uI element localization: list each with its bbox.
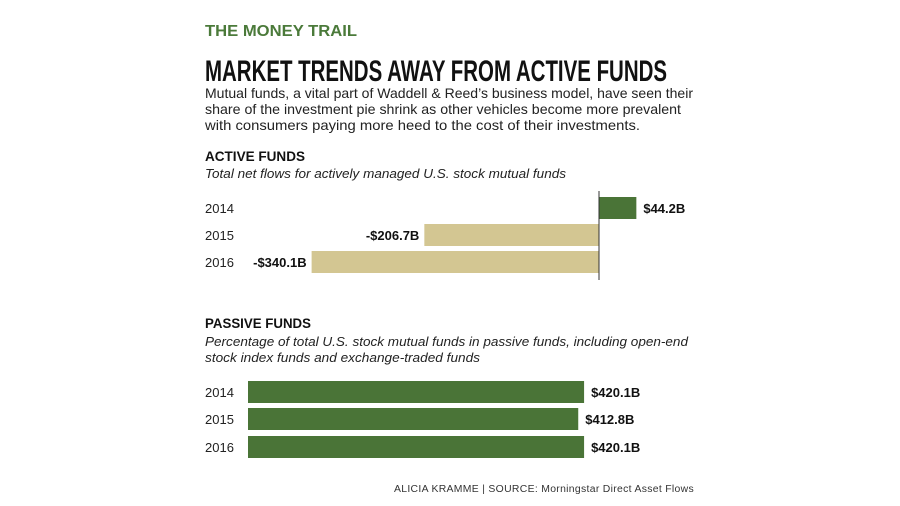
data-label: $412.8B (585, 412, 634, 427)
intro-line: share of the investment pie shrink as ot… (205, 101, 681, 117)
year-label: 2016 (205, 255, 234, 270)
bar (599, 197, 637, 219)
bar (248, 381, 585, 403)
active-funds-title: ACTIVE FUNDS (205, 149, 305, 164)
bar (311, 251, 599, 273)
year-label: 2014 (205, 385, 234, 400)
intro-line: Mutual funds, a vital part of Waddell & … (205, 85, 693, 101)
year-label: 2015 (205, 412, 234, 427)
data-label: $44.2B (643, 201, 685, 216)
active-funds-chart: 2014 $44.2B 2015 -$206.7B 2016 -$340.1B (205, 191, 685, 280)
passive-funds-title: PASSIVE FUNDS (205, 316, 311, 331)
data-label: $420.1B (591, 385, 640, 400)
passive-funds-chart: 2014 $420.1B 2015 $412.8B 2016 $420.1B (205, 381, 640, 458)
bar (424, 224, 599, 246)
headline: MARKET TRENDS AWAY FROM ACTIVE FUNDS (205, 55, 667, 88)
year-label: 2016 (205, 440, 234, 455)
kicker: THE MONEY TRAIL (205, 23, 357, 40)
year-label: 2014 (205, 201, 234, 216)
passive-funds-subtitle: Percentage of total U.S. stock mutual fu… (205, 334, 689, 349)
year-label: 2015 (205, 228, 234, 243)
bar (248, 408, 579, 430)
intro-line: with consumers paying more heed to the c… (204, 117, 640, 133)
active-funds-subtitle: Total net flows for actively managed U.S… (205, 166, 567, 181)
passive-funds-subtitle: stock index funds and exchange-traded fu… (205, 350, 481, 365)
data-label: $420.1B (591, 440, 640, 455)
data-label: -$206.7B (366, 228, 419, 243)
data-label: -$340.1B (253, 255, 306, 270)
source-credit: ALICIA KRAMME | SOURCE: Morningstar Dire… (394, 484, 694, 495)
bar (248, 436, 585, 458)
